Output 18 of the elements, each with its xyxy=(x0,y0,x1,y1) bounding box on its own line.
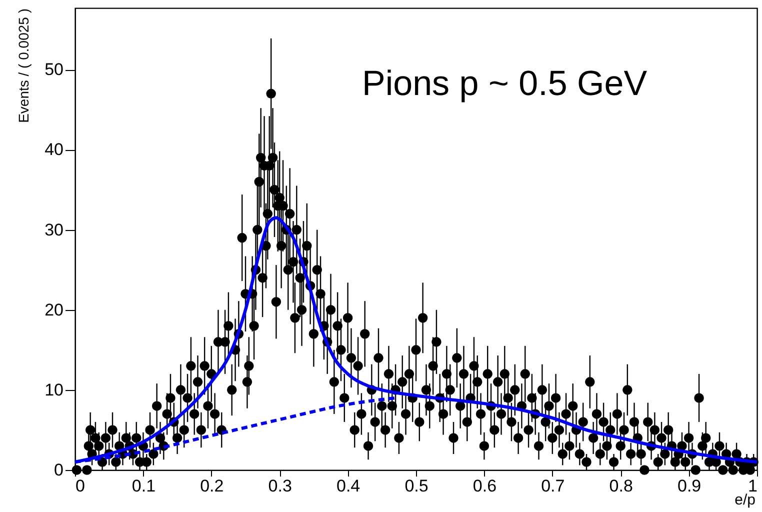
x-tick-label: 0.8 xyxy=(609,476,633,496)
x-tick-label: 0.2 xyxy=(200,476,224,496)
annotation: Pions p ~ 0.5 GeV xyxy=(362,64,648,103)
x-tick-label: 0.3 xyxy=(268,476,292,496)
x-tick-label: 0.1 xyxy=(132,476,156,496)
x-tick-label: 0.6 xyxy=(472,476,497,496)
x-tick-label: 0 xyxy=(76,476,85,496)
x-tick-label: 0.9 xyxy=(677,476,702,496)
x-tick-label: 0.7 xyxy=(541,476,565,496)
y-tick-label: 40 xyxy=(44,140,64,160)
y-tick-label: 20 xyxy=(44,300,64,320)
y-tick-label: 10 xyxy=(44,380,64,400)
y-axis-title: Events / ( 0.0025 ) xyxy=(16,8,32,123)
y-tick-label: 0 xyxy=(54,460,64,480)
x-tick-label: 0.5 xyxy=(404,476,428,496)
x-tick-label: 0.4 xyxy=(336,476,360,496)
y-tick-label: 50 xyxy=(44,60,64,80)
y-tick-label: 30 xyxy=(44,220,64,240)
